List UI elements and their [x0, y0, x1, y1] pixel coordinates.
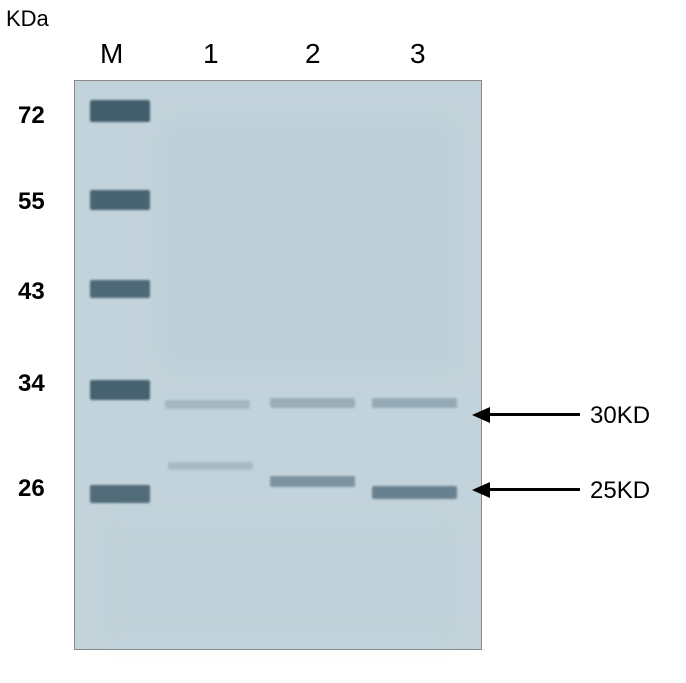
arrow-line	[490, 413, 580, 416]
band-label-25kd: 25KD	[590, 477, 650, 505]
gel-band	[270, 476, 355, 487]
lane-label-marker: M	[100, 38, 123, 70]
gel-band	[90, 190, 150, 210]
gel-figure-container: KDa M 1 2 3 72 55 43 34 26 30KD 25KD	[0, 0, 686, 683]
y-axis-title: KDa	[6, 6, 49, 32]
arrow-head-icon	[472, 407, 490, 423]
gel-band	[168, 462, 253, 470]
band-label-30kd: 30KD	[590, 402, 650, 430]
gel-band	[372, 486, 457, 499]
lane-label-1: 1	[203, 38, 219, 70]
gel-band	[90, 485, 150, 503]
marker-label-55: 55	[18, 188, 45, 216]
marker-label-26: 26	[18, 475, 45, 503]
arrow-head-icon	[472, 482, 490, 498]
gel-band	[270, 398, 355, 408]
lane-label-2: 2	[305, 38, 321, 70]
gel-band	[90, 280, 150, 298]
gel-band	[90, 380, 150, 400]
lane-label-3: 3	[410, 38, 426, 70]
gel-band	[372, 398, 457, 408]
arrow-line	[490, 488, 580, 491]
gel-band	[90, 100, 150, 122]
marker-label-43: 43	[18, 278, 45, 306]
gel-noise-patch	[100, 520, 460, 640]
marker-label-72: 72	[18, 102, 45, 130]
gel-band	[165, 400, 250, 409]
marker-label-34: 34	[18, 370, 45, 398]
gel-noise-patch	[160, 120, 460, 370]
